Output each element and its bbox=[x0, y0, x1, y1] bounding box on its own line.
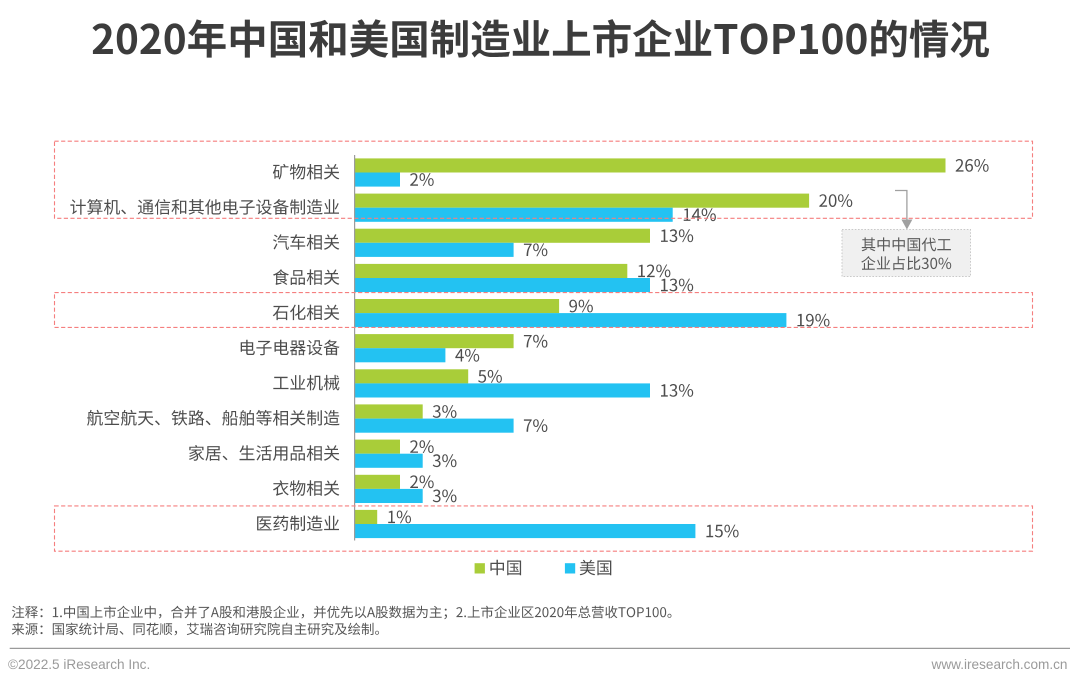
svg-text:©2022.5 iResearch Inc.: ©2022.5 iResearch Inc. bbox=[8, 657, 150, 672]
svg-text:www.iresearch.com.cn: www.iresearch.com.cn bbox=[931, 657, 1068, 672]
